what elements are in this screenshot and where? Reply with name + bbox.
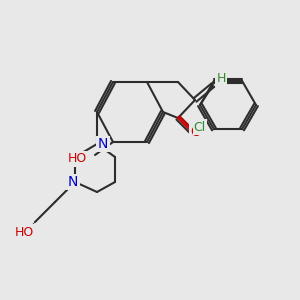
Text: N: N [98, 137, 108, 151]
Text: H: H [216, 73, 226, 85]
Text: Cl: Cl [194, 121, 206, 134]
Text: HO: HO [68, 152, 87, 166]
Text: O: O [190, 125, 201, 139]
Text: HO: HO [14, 226, 34, 238]
Text: N: N [68, 175, 78, 189]
